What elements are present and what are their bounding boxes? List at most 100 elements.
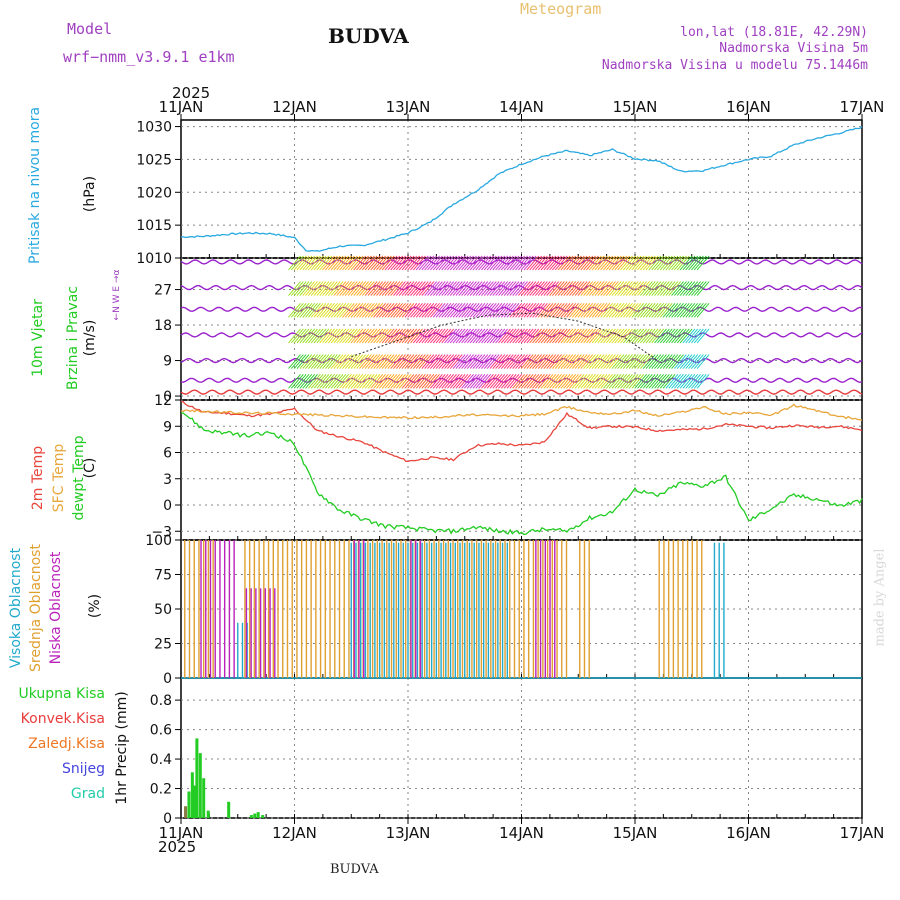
wind-barb xyxy=(327,281,341,296)
wind-barb xyxy=(313,373,327,389)
wind-barb xyxy=(637,281,650,296)
wind-barb xyxy=(307,328,321,344)
wind-barb xyxy=(625,281,639,296)
wind-barb xyxy=(498,281,511,296)
wind-barb xyxy=(492,354,506,369)
wind-barb xyxy=(336,328,350,344)
wind-barb xyxy=(418,373,432,389)
wind-barb xyxy=(656,328,670,344)
wind-barb xyxy=(668,373,682,389)
wind-barb xyxy=(410,328,423,344)
wind-barb xyxy=(347,302,361,318)
wind-barb xyxy=(469,302,483,318)
wind-barb xyxy=(642,373,656,389)
wind-barb xyxy=(614,255,628,271)
wind-barb xyxy=(648,302,662,318)
wind-barb xyxy=(325,373,338,389)
wind-barb xyxy=(387,302,401,318)
wind-barb xyxy=(376,328,389,344)
wind-barb xyxy=(560,302,574,318)
y-tick-label: 6 xyxy=(163,446,172,462)
wind-barb xyxy=(546,354,560,369)
wind-barb xyxy=(313,302,327,318)
wind-barb xyxy=(483,328,497,344)
wind-barb xyxy=(674,255,687,271)
wind-barb xyxy=(322,354,335,369)
wind-barb xyxy=(429,373,443,389)
wind-barb xyxy=(668,255,682,271)
wind-barb xyxy=(554,255,568,271)
wind-barb xyxy=(665,281,679,296)
wind-barb xyxy=(293,328,307,344)
wind-barb xyxy=(429,354,443,369)
wind-barb xyxy=(333,281,347,296)
wind-barb xyxy=(603,255,616,271)
wind-barb xyxy=(554,328,568,344)
wind-barb xyxy=(350,302,364,318)
wind-barb xyxy=(543,281,557,296)
wind-barb xyxy=(316,255,330,271)
wind-barb xyxy=(506,373,520,389)
y-tick-label: 18 xyxy=(154,318,172,334)
wind-barb xyxy=(376,302,389,318)
precip-bar xyxy=(249,815,253,818)
wind-barb xyxy=(557,373,571,389)
wind-barb xyxy=(583,255,596,271)
wind-barb xyxy=(438,373,452,389)
wind-barb xyxy=(478,328,491,344)
wind-barb xyxy=(529,328,543,344)
wind-barb xyxy=(464,354,477,369)
wind-barb xyxy=(611,255,625,271)
wind-barb xyxy=(361,255,375,271)
wind-barb xyxy=(432,302,446,318)
wind-barb xyxy=(305,354,318,369)
wind-barb xyxy=(552,302,565,318)
wind-barb xyxy=(614,354,628,369)
wind-barb xyxy=(540,302,554,318)
precip-bar xyxy=(206,810,210,818)
wind-barb xyxy=(534,281,548,296)
wind-barb xyxy=(322,281,335,296)
wind-barb xyxy=(410,302,423,318)
wind-barb xyxy=(597,373,611,389)
wind-barb xyxy=(696,328,710,344)
y-tick-label: 1020 xyxy=(136,185,172,201)
wind-barb xyxy=(299,354,313,369)
wind-barb xyxy=(373,255,387,271)
wind-barb xyxy=(427,373,440,389)
wind-barb xyxy=(475,255,489,271)
x-tick-label-bottom: 13JAN xyxy=(386,824,431,842)
wind-barb xyxy=(367,354,381,369)
y-tick-label: 50 xyxy=(154,602,172,618)
wind-barb xyxy=(344,255,358,271)
wind-barb xyxy=(523,373,537,389)
wind-barb xyxy=(299,302,313,318)
wind-barb xyxy=(546,373,560,389)
temp-2m-line xyxy=(180,400,863,463)
wind-barb xyxy=(560,328,574,344)
wind-barb xyxy=(353,373,367,389)
wind-barb xyxy=(461,281,474,296)
wind-barb xyxy=(305,328,318,344)
wind-barb xyxy=(290,373,304,389)
wind-barb xyxy=(668,281,682,296)
wind-barb xyxy=(628,255,642,271)
wind-barb xyxy=(472,328,486,344)
wind-barb xyxy=(654,281,667,296)
bottom-year: 2025 xyxy=(158,838,197,856)
wind-barb xyxy=(628,281,642,296)
wind-barb xyxy=(481,255,494,271)
wind-barb xyxy=(325,302,338,318)
wind-barb xyxy=(654,255,667,271)
wind-barb xyxy=(665,328,679,344)
wind-barb xyxy=(532,328,545,344)
wind-barb xyxy=(588,255,602,271)
wind-barb xyxy=(665,373,679,389)
wind-barb xyxy=(586,302,599,318)
wind-barb xyxy=(288,302,301,318)
wind-barb xyxy=(560,373,574,389)
wind-barb xyxy=(566,281,579,296)
wind-barb xyxy=(620,373,633,389)
wind-barb xyxy=(691,354,704,369)
wind-barb xyxy=(523,328,537,344)
